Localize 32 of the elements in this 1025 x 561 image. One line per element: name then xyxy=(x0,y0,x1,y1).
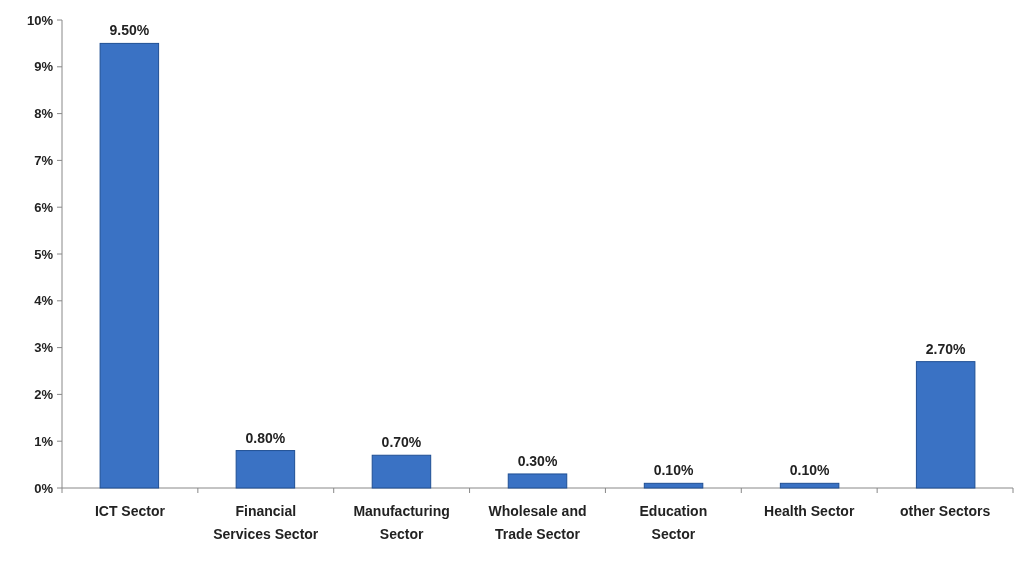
bar xyxy=(99,42,160,489)
y-tick-label: 1% xyxy=(34,433,54,449)
data-label: 0.70% xyxy=(381,434,422,451)
x-tick-label: ICT Sector xyxy=(94,503,166,519)
data-label: 0.80% xyxy=(245,429,286,446)
y-tick-label: 2% xyxy=(34,386,54,402)
bar xyxy=(235,450,296,489)
bar xyxy=(507,473,568,489)
y-tick-label: 0% xyxy=(34,480,54,496)
data-label: 9.50% xyxy=(109,22,150,39)
x-tick-label: other Sectors xyxy=(899,503,991,519)
x-tick-label: Manufacturing Sector xyxy=(353,503,450,542)
data-label: 2.70% xyxy=(925,340,967,357)
y-tick-label: 3% xyxy=(34,340,54,356)
y-tick-label: 8% xyxy=(34,106,54,122)
y-tick-label: 10% xyxy=(26,12,54,28)
y-tick-label: 5% xyxy=(34,246,54,262)
x-tick-label: Health Sector xyxy=(764,503,855,519)
y-tick-label: 6% xyxy=(34,199,54,215)
bar xyxy=(371,454,432,489)
x-tick-label: Wholesale and Trade Sector xyxy=(488,503,587,542)
y-tick-label: 7% xyxy=(34,152,54,168)
bar xyxy=(915,361,976,489)
data-label: 0.10% xyxy=(653,462,694,479)
y-tick-label: 4% xyxy=(34,293,54,309)
data-label: 0.30% xyxy=(517,452,558,469)
x-tick-label: Financial Services Sector xyxy=(213,503,319,542)
bar xyxy=(779,482,840,489)
data-label: 0.10% xyxy=(789,462,830,479)
y-tick-label: 9% xyxy=(34,59,54,75)
x-tick-label: Education Sector xyxy=(639,503,708,542)
bar xyxy=(643,482,704,489)
